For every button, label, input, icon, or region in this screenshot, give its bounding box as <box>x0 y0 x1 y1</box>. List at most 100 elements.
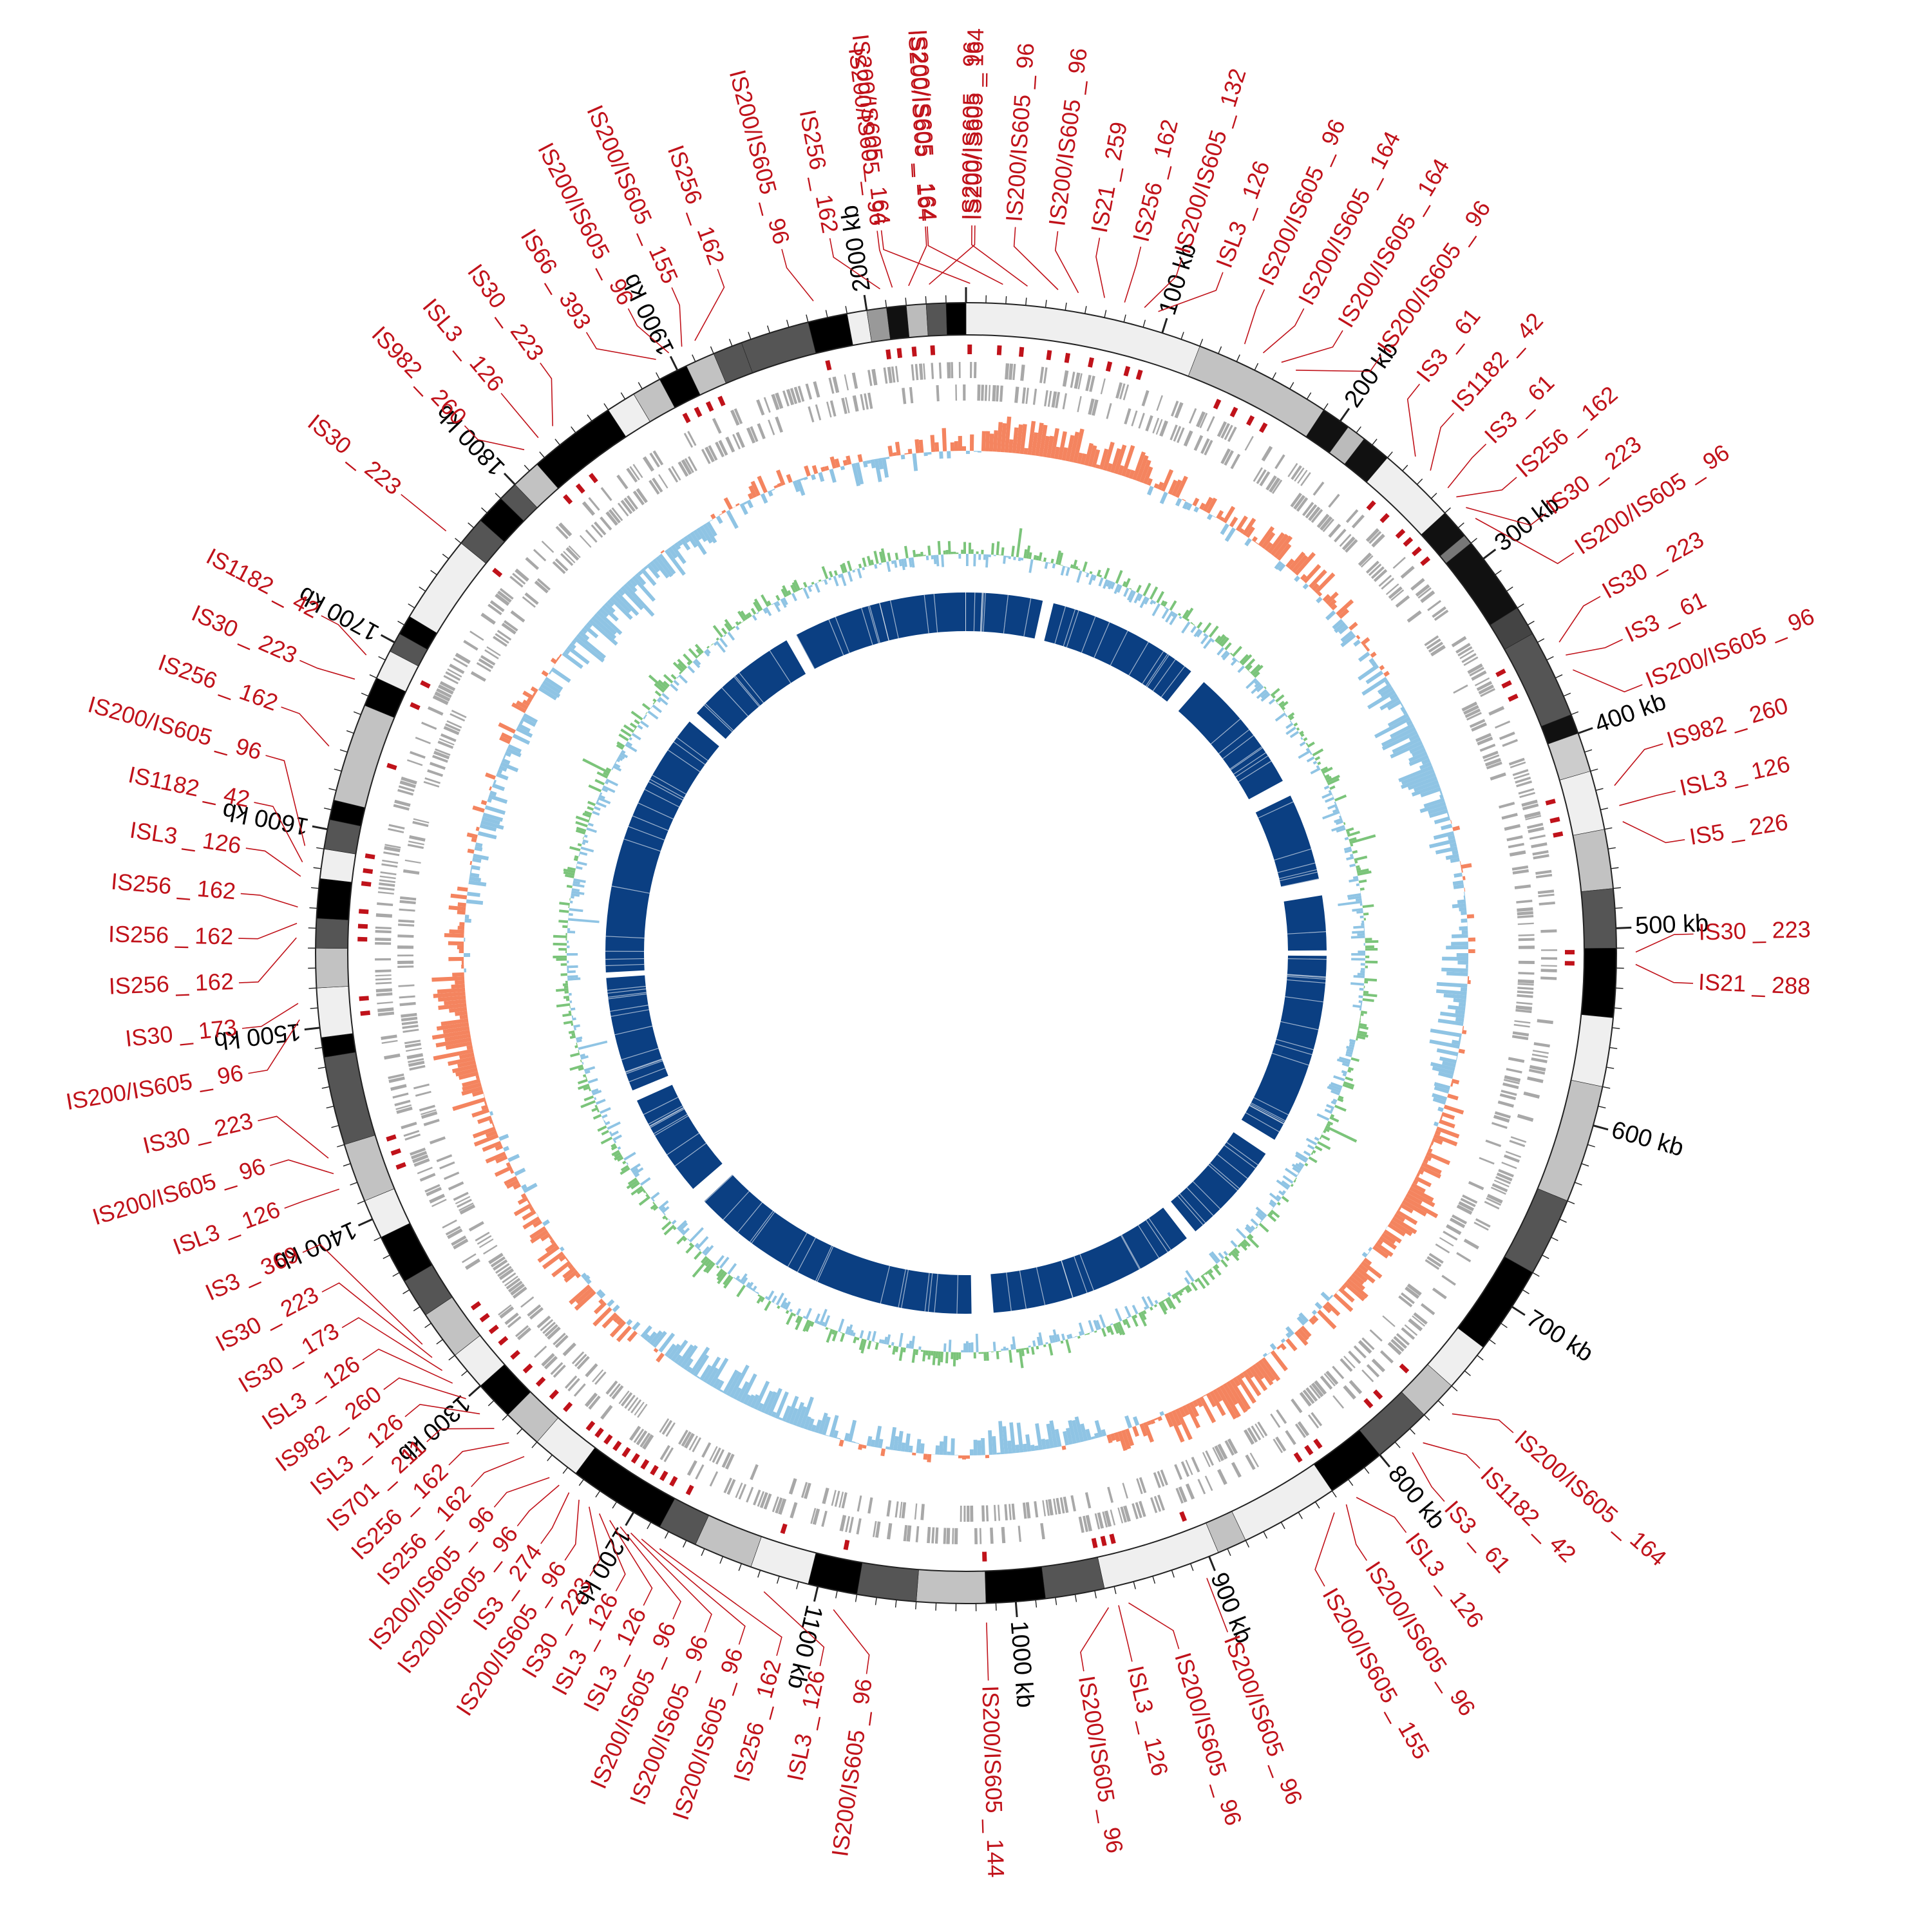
gc-content-bar <box>1206 1270 1215 1280</box>
gc-content-bar <box>941 554 945 567</box>
gc-content-bar <box>553 942 567 946</box>
gc-content-bar <box>1117 1321 1126 1336</box>
karyotype-band <box>1504 633 1572 727</box>
gc-skew-bar <box>667 546 678 559</box>
gene-box <box>1525 815 1542 820</box>
gc-skew-bar <box>1368 1247 1373 1252</box>
gene-box <box>1025 1502 1031 1519</box>
gc-skew-bar <box>904 453 909 455</box>
gc-content-bar <box>688 648 699 659</box>
gc-skew-bar <box>1213 1388 1223 1403</box>
gc-content-bar <box>1099 574 1103 578</box>
gc-content-bar <box>750 607 757 615</box>
gc-content-bar <box>587 806 594 811</box>
gene-box <box>960 1505 962 1522</box>
gene-box <box>931 1527 935 1544</box>
gene-box <box>1518 972 1535 975</box>
gene-box <box>404 1043 422 1048</box>
gc-skew-bar <box>450 893 468 900</box>
gc-skew-bar <box>1407 776 1438 791</box>
gene-box <box>970 1505 974 1522</box>
minor-tick <box>337 1144 345 1148</box>
is-leader-line <box>659 1548 782 1656</box>
gc-skew-bar <box>1435 846 1458 855</box>
gc-content-bar <box>1141 1311 1147 1320</box>
gc-skew-bar <box>1340 630 1354 643</box>
gene-box <box>1224 424 1233 440</box>
inner-ring-stripe <box>1209 1162 1240 1189</box>
gene-box <box>463 639 478 651</box>
inner-ring-segment <box>1241 955 1327 1140</box>
gene-box <box>1439 1236 1454 1247</box>
inner-ring-stripe <box>750 1211 774 1242</box>
gene-box <box>379 875 396 880</box>
gc-content-bar <box>802 1316 806 1319</box>
minor-tick <box>1506 586 1513 592</box>
gene-box <box>398 923 415 927</box>
karyotype-band <box>315 947 349 989</box>
gc-content-bar <box>1211 639 1215 643</box>
gene-box <box>1523 1091 1540 1099</box>
gc-content-bar <box>740 611 748 620</box>
gc-skew-bar <box>514 1168 526 1177</box>
inner-ring-stripe <box>1226 1142 1258 1166</box>
gc-content-bar <box>860 1339 867 1354</box>
gc-skew-bar <box>947 451 951 459</box>
gene-box <box>512 573 526 585</box>
tick-label: 500 kb <box>1634 910 1709 940</box>
gc-skew-bar <box>1159 1411 1165 1416</box>
gc-skew-bar <box>1226 1381 1248 1413</box>
gc-content-bar <box>1041 560 1044 562</box>
gc-content-bar <box>576 861 587 866</box>
gc-skew-bar <box>1309 569 1327 589</box>
gc-skew-bar <box>596 610 623 636</box>
minor-tick <box>1444 507 1451 514</box>
gc-skew-bar <box>973 1439 978 1455</box>
inner-ring-stripe <box>983 592 986 632</box>
gc-content-bar <box>741 621 744 623</box>
minor-tick <box>430 570 437 576</box>
gc-skew-bar <box>907 448 913 455</box>
is-element-mark <box>357 923 368 929</box>
gc-content-bar <box>596 799 600 802</box>
gc-skew-bar <box>1331 603 1338 611</box>
gene-box <box>395 1104 412 1110</box>
gene-box <box>708 445 718 461</box>
gc-content-bar <box>1144 1306 1148 1311</box>
gc-skew-bar <box>1333 1293 1354 1312</box>
gc-content-bar <box>1353 975 1365 978</box>
gene-box <box>1497 1100 1515 1108</box>
gc-skew-bar <box>1363 644 1368 649</box>
gene-box <box>1273 1438 1283 1454</box>
gc-content-bar <box>1230 652 1233 656</box>
gene-box <box>1510 1136 1527 1143</box>
major-tick <box>1482 548 1497 560</box>
gene-box <box>1499 1093 1517 1101</box>
gc-content-bar <box>1285 722 1294 730</box>
gc-content-bar <box>1181 621 1191 634</box>
gc-content-bar <box>1124 1318 1131 1329</box>
inner-ring-stripe <box>901 1269 909 1309</box>
gc-content-bar <box>1314 1145 1323 1151</box>
gene-box <box>406 1047 422 1052</box>
gene-box <box>435 748 451 756</box>
gc-content-bar <box>782 597 788 605</box>
gc-skew-bar <box>1430 1062 1455 1072</box>
gc-content-bar <box>840 564 846 574</box>
gc-content-bar <box>791 592 797 601</box>
gene-box <box>515 568 529 582</box>
gc-skew-bar <box>1267 1352 1271 1355</box>
inner-ring-stripe <box>667 750 701 772</box>
gene-box <box>750 426 759 442</box>
gene-box <box>447 1228 463 1239</box>
gc-content-bar <box>565 980 568 983</box>
gc-content-bar <box>1215 1264 1220 1269</box>
gc-skew-bar <box>504 751 512 757</box>
gc-skew-bar <box>1383 670 1390 677</box>
gc-skew-bar <box>912 1452 916 1455</box>
gc-content-bar <box>652 1198 655 1202</box>
gc-skew-bar <box>943 1435 948 1455</box>
inner-ring-stripe <box>674 1142 706 1167</box>
gc-content-bar <box>871 1331 876 1342</box>
gc-content-bar <box>1078 1322 1085 1336</box>
